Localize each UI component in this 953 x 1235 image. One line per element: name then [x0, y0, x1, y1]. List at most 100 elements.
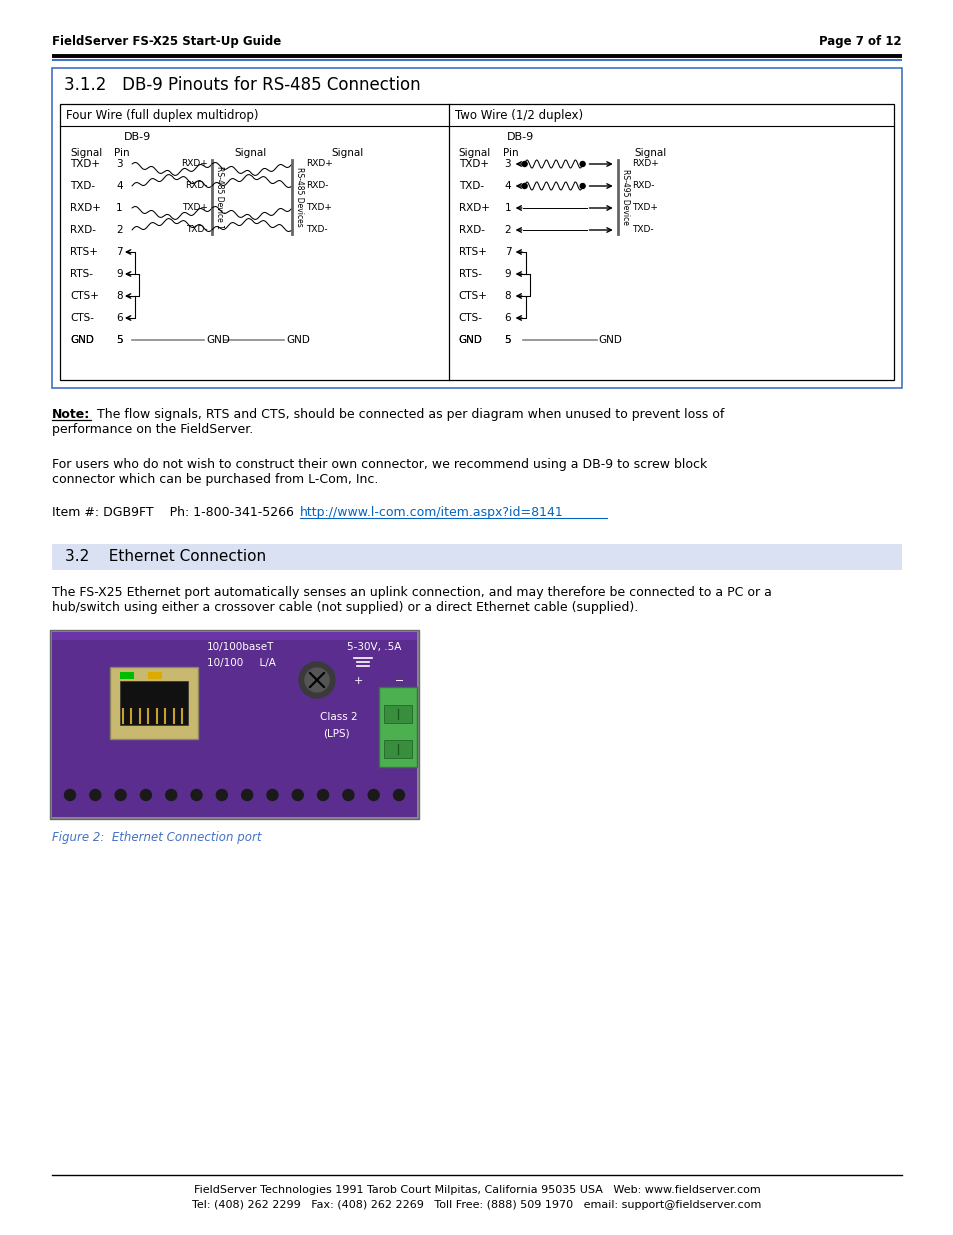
Text: For users who do not wish to construct their own connector, we recommend using a: For users who do not wish to construct t…: [52, 458, 706, 471]
Text: RXD-: RXD-: [631, 182, 654, 190]
Text: RS-485 Device 1: RS-485 Device 1: [214, 165, 224, 228]
Text: 4: 4: [116, 182, 123, 191]
Text: RS-485 Devices: RS-485 Devices: [294, 167, 304, 227]
Circle shape: [393, 789, 404, 800]
Text: TXD-: TXD-: [186, 226, 208, 235]
Text: RXD+: RXD+: [306, 159, 333, 168]
Text: DB-9: DB-9: [124, 132, 152, 142]
Bar: [52, 632, 416, 818]
Text: RS-495 Device: RS-495 Device: [620, 169, 629, 225]
Text: 8: 8: [504, 291, 511, 301]
Text: 5: 5: [504, 335, 511, 345]
Text: RXD-: RXD-: [185, 182, 208, 190]
Text: RXD+: RXD+: [181, 159, 208, 168]
Bar: [52, 543, 901, 571]
Text: Class 2: Class 2: [319, 713, 357, 722]
Text: 6: 6: [504, 312, 511, 324]
Text: GND: GND: [206, 335, 230, 345]
Text: Four Wire (full duplex multidrop): Four Wire (full duplex multidrop): [66, 109, 258, 122]
Text: GND: GND: [70, 335, 93, 345]
Text: RXD-: RXD-: [70, 225, 96, 235]
Text: Item #: DGB9FT    Ph: 1-800-341-5266: Item #: DGB9FT Ph: 1-800-341-5266: [52, 506, 306, 519]
Text: RXD-: RXD-: [458, 225, 484, 235]
Text: RXD-: RXD-: [306, 182, 328, 190]
Text: GND: GND: [458, 335, 482, 345]
Bar: [148, 672, 162, 679]
Bar: [50, 630, 418, 819]
Text: (LPS): (LPS): [323, 727, 349, 739]
Circle shape: [191, 789, 202, 800]
Text: Signal: Signal: [458, 148, 491, 158]
Text: GND: GND: [286, 335, 310, 345]
Text: 7: 7: [504, 247, 511, 257]
Text: 6: 6: [116, 312, 123, 324]
Circle shape: [298, 662, 335, 698]
Text: TXD+: TXD+: [70, 159, 100, 169]
Bar: [384, 740, 412, 758]
Text: RTS+: RTS+: [70, 247, 98, 257]
Bar: [110, 667, 198, 739]
Text: 10/100baseT: 10/100baseT: [207, 642, 274, 652]
Text: 3: 3: [504, 159, 511, 169]
Text: TXD-: TXD-: [306, 226, 327, 235]
Text: FieldServer FS-X25 Start-Up Guide: FieldServer FS-X25 Start-Up Guide: [52, 35, 281, 48]
Text: RXD+: RXD+: [458, 203, 489, 212]
Text: Signal: Signal: [233, 148, 266, 158]
Bar: [60, 104, 893, 380]
Text: 5: 5: [116, 335, 123, 345]
Circle shape: [317, 789, 328, 800]
Text: RXD+: RXD+: [70, 203, 101, 212]
Text: RTS-: RTS-: [458, 269, 481, 279]
Text: Signal: Signal: [634, 148, 666, 158]
Text: Signal: Signal: [70, 148, 102, 158]
Text: 4: 4: [504, 182, 511, 191]
Circle shape: [579, 162, 584, 167]
Text: 7: 7: [116, 247, 123, 257]
Text: 2: 2: [116, 225, 123, 235]
Text: Note:: Note:: [52, 408, 91, 421]
Text: TXD-: TXD-: [631, 226, 653, 235]
Circle shape: [292, 789, 303, 800]
Text: The FS-X25 Ethernet port automatically senses an uplink connection, and may ther: The FS-X25 Ethernet port automatically s…: [52, 585, 771, 599]
Text: 5-30V, .5A: 5-30V, .5A: [347, 642, 401, 652]
Text: CTS-: CTS-: [458, 312, 482, 324]
Text: RTS-: RTS-: [70, 269, 92, 279]
Circle shape: [140, 789, 152, 800]
Text: 1: 1: [504, 203, 511, 212]
Text: RXD+: RXD+: [631, 159, 658, 168]
Text: 3: 3: [116, 159, 123, 169]
Text: TXD+: TXD+: [458, 159, 488, 169]
Text: +         −: + −: [354, 676, 404, 685]
Circle shape: [90, 789, 101, 800]
Circle shape: [579, 184, 584, 189]
Circle shape: [521, 184, 527, 189]
Text: 10/100     L/A: 10/100 L/A: [207, 658, 275, 668]
Text: Pin: Pin: [113, 148, 130, 158]
Text: RTS+: RTS+: [458, 247, 486, 257]
Text: 5: 5: [504, 335, 511, 345]
Text: TXD+: TXD+: [631, 204, 657, 212]
Text: Figure 2:  Ethernet Connection port: Figure 2: Ethernet Connection port: [52, 831, 261, 844]
Text: GND: GND: [598, 335, 622, 345]
Circle shape: [241, 789, 253, 800]
Text: Pin: Pin: [502, 148, 517, 158]
Text: The flow signals, RTS and CTS, should be connected as per diagram when unused to: The flow signals, RTS and CTS, should be…: [92, 408, 723, 421]
Text: 9: 9: [116, 269, 123, 279]
Text: TXD+: TXD+: [182, 204, 208, 212]
Circle shape: [166, 789, 176, 800]
Text: 2: 2: [504, 225, 511, 235]
Text: GND: GND: [458, 335, 482, 345]
Circle shape: [342, 789, 354, 800]
Circle shape: [305, 668, 329, 692]
Text: 3.1.2   DB-9 Pinouts for RS-485 Connection: 3.1.2 DB-9 Pinouts for RS-485 Connection: [64, 77, 420, 94]
Text: Page 7 of 12: Page 7 of 12: [819, 35, 901, 48]
Text: CTS+: CTS+: [70, 291, 99, 301]
Circle shape: [267, 789, 277, 800]
Text: 9: 9: [504, 269, 511, 279]
Text: hub/switch using either a crossover cable (not supplied) or a direct Ethernet ca: hub/switch using either a crossover cabl…: [52, 601, 638, 614]
Text: Signal: Signal: [332, 148, 364, 158]
Text: CTS-: CTS-: [70, 312, 94, 324]
Circle shape: [115, 789, 126, 800]
Text: Tel: (408) 262 2299   Fax: (408) 262 2269   Toll Free: (888) 509 1970   email: s: Tel: (408) 262 2299 Fax: (408) 262 2269 …: [193, 1200, 760, 1210]
Text: CTS+: CTS+: [458, 291, 487, 301]
